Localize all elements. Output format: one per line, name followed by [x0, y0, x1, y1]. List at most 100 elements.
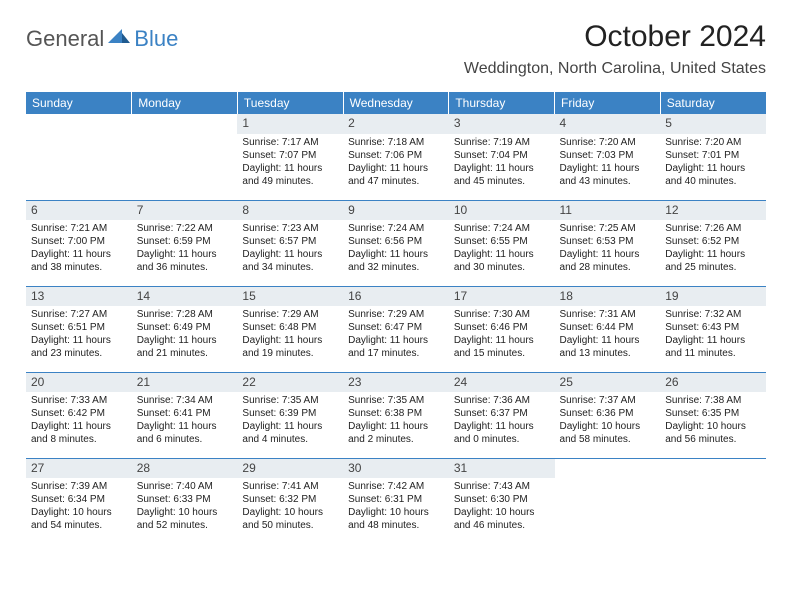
day-header: Monday	[132, 92, 238, 114]
page-title: October 2024	[464, 20, 766, 54]
sunrise-text: Sunrise: 7:38 AM	[665, 394, 761, 407]
daylight-text: and 50 minutes.	[242, 519, 338, 532]
day-number: 15	[237, 287, 343, 307]
daylight-text: Daylight: 11 hours	[348, 162, 444, 175]
day-header: Sunday	[26, 92, 132, 114]
daylight-text: and 8 minutes.	[31, 433, 127, 446]
sunset-text: Sunset: 6:35 PM	[665, 407, 761, 420]
sunset-text: Sunset: 6:49 PM	[137, 321, 233, 334]
sunset-text: Sunset: 6:57 PM	[242, 235, 338, 248]
day-number: 23	[343, 373, 449, 393]
daylight-text: and 49 minutes.	[242, 175, 338, 188]
daylight-text: and 28 minutes.	[560, 261, 656, 274]
calendar-cell: 19Sunrise: 7:32 AMSunset: 6:43 PMDayligh…	[660, 286, 766, 372]
daylight-text: and 45 minutes.	[454, 175, 550, 188]
daylight-text: and 56 minutes.	[665, 433, 761, 446]
calendar-cell: 24Sunrise: 7:36 AMSunset: 6:37 PMDayligh…	[449, 372, 555, 458]
sunset-text: Sunset: 6:52 PM	[665, 235, 761, 248]
sunset-text: Sunset: 6:51 PM	[31, 321, 127, 334]
day-number: 31	[449, 459, 555, 479]
title-block: October 2024 Weddington, North Carolina,…	[464, 20, 766, 78]
sunset-text: Sunset: 6:30 PM	[454, 493, 550, 506]
sunrise-text: Sunrise: 7:20 AM	[560, 136, 656, 149]
sunset-text: Sunset: 7:07 PM	[242, 149, 338, 162]
sunrise-text: Sunrise: 7:35 AM	[242, 394, 338, 407]
day-number: 24	[449, 373, 555, 393]
sunset-text: Sunset: 6:48 PM	[242, 321, 338, 334]
calendar-cell: 10Sunrise: 7:24 AMSunset: 6:55 PMDayligh…	[449, 200, 555, 286]
sunrise-text: Sunrise: 7:24 AM	[348, 222, 444, 235]
day-number: 14	[132, 287, 238, 307]
daylight-text: and 25 minutes.	[665, 261, 761, 274]
day-number: 18	[555, 287, 661, 307]
calendar-cell: 7Sunrise: 7:22 AMSunset: 6:59 PMDaylight…	[132, 200, 238, 286]
calendar-week: 20Sunrise: 7:33 AMSunset: 6:42 PMDayligh…	[26, 372, 766, 458]
calendar-cell: 1Sunrise: 7:17 AMSunset: 7:07 PMDaylight…	[237, 114, 343, 200]
calendar-cell: 2Sunrise: 7:18 AMSunset: 7:06 PMDaylight…	[343, 114, 449, 200]
daylight-text: and 40 minutes.	[665, 175, 761, 188]
sunset-text: Sunset: 6:44 PM	[560, 321, 656, 334]
sunrise-text: Sunrise: 7:42 AM	[348, 480, 444, 493]
daylight-text: Daylight: 11 hours	[31, 334, 127, 347]
daylight-text: Daylight: 11 hours	[242, 420, 338, 433]
day-number: 4	[555, 114, 661, 134]
day-number: 28	[132, 459, 238, 479]
calendar-cell: 20Sunrise: 7:33 AMSunset: 6:42 PMDayligh…	[26, 372, 132, 458]
calendar-cell	[132, 114, 238, 200]
sunset-text: Sunset: 6:47 PM	[348, 321, 444, 334]
daylight-text: Daylight: 11 hours	[31, 420, 127, 433]
calendar-cell	[555, 458, 661, 544]
sunrise-text: Sunrise: 7:27 AM	[31, 308, 127, 321]
day-number: 6	[26, 201, 132, 221]
sunset-text: Sunset: 6:36 PM	[560, 407, 656, 420]
location-text: Weddington, North Carolina, United State…	[464, 60, 766, 78]
sunrise-text: Sunrise: 7:37 AM	[560, 394, 656, 407]
day-number: 1	[237, 114, 343, 134]
daylight-text: Daylight: 10 hours	[242, 506, 338, 519]
sunset-text: Sunset: 6:46 PM	[454, 321, 550, 334]
daylight-text: and 15 minutes.	[454, 347, 550, 360]
day-number: 30	[343, 459, 449, 479]
calendar-cell: 17Sunrise: 7:30 AMSunset: 6:46 PMDayligh…	[449, 286, 555, 372]
calendar-cell: 3Sunrise: 7:19 AMSunset: 7:04 PMDaylight…	[449, 114, 555, 200]
daylight-text: and 47 minutes.	[348, 175, 444, 188]
sunrise-text: Sunrise: 7:41 AM	[242, 480, 338, 493]
calendar-cell: 22Sunrise: 7:35 AMSunset: 6:39 PMDayligh…	[237, 372, 343, 458]
calendar-cell: 18Sunrise: 7:31 AMSunset: 6:44 PMDayligh…	[555, 286, 661, 372]
day-number: 20	[26, 373, 132, 393]
daylight-text: Daylight: 10 hours	[560, 420, 656, 433]
daylight-text: Daylight: 11 hours	[242, 162, 338, 175]
day-header: Friday	[555, 92, 661, 114]
sunrise-text: Sunrise: 7:24 AM	[454, 222, 550, 235]
sunrise-text: Sunrise: 7:26 AM	[665, 222, 761, 235]
daylight-text: Daylight: 11 hours	[454, 334, 550, 347]
daylight-text: and 2 minutes.	[348, 433, 444, 446]
daylight-text: and 4 minutes.	[242, 433, 338, 446]
sunset-text: Sunset: 6:39 PM	[242, 407, 338, 420]
daylight-text: and 52 minutes.	[137, 519, 233, 532]
sunrise-text: Sunrise: 7:32 AM	[665, 308, 761, 321]
day-number: 5	[660, 114, 766, 134]
daylight-text: Daylight: 11 hours	[242, 334, 338, 347]
daylight-text: Daylight: 11 hours	[665, 162, 761, 175]
calendar-week: 13Sunrise: 7:27 AMSunset: 6:51 PMDayligh…	[26, 286, 766, 372]
calendar-cell: 16Sunrise: 7:29 AMSunset: 6:47 PMDayligh…	[343, 286, 449, 372]
calendar-week: 1Sunrise: 7:17 AMSunset: 7:07 PMDaylight…	[26, 114, 766, 200]
sunset-text: Sunset: 7:00 PM	[31, 235, 127, 248]
sunrise-text: Sunrise: 7:21 AM	[31, 222, 127, 235]
sunset-text: Sunset: 6:37 PM	[454, 407, 550, 420]
calendar-cell: 28Sunrise: 7:40 AMSunset: 6:33 PMDayligh…	[132, 458, 238, 544]
calendar-cell: 6Sunrise: 7:21 AMSunset: 7:00 PMDaylight…	[26, 200, 132, 286]
daylight-text: Daylight: 10 hours	[348, 506, 444, 519]
sunrise-text: Sunrise: 7:29 AM	[348, 308, 444, 321]
daylight-text: Daylight: 11 hours	[242, 248, 338, 261]
daylight-text: Daylight: 10 hours	[454, 506, 550, 519]
sunset-text: Sunset: 6:34 PM	[31, 493, 127, 506]
daylight-text: Daylight: 11 hours	[665, 248, 761, 261]
calendar-body: 1Sunrise: 7:17 AMSunset: 7:07 PMDaylight…	[26, 114, 766, 544]
daylight-text: Daylight: 10 hours	[665, 420, 761, 433]
brand-text-2: Blue	[110, 26, 178, 52]
day-header-row: SundayMondayTuesdayWednesdayThursdayFrid…	[26, 92, 766, 114]
daylight-text: and 6 minutes.	[137, 433, 233, 446]
sunset-text: Sunset: 6:31 PM	[348, 493, 444, 506]
